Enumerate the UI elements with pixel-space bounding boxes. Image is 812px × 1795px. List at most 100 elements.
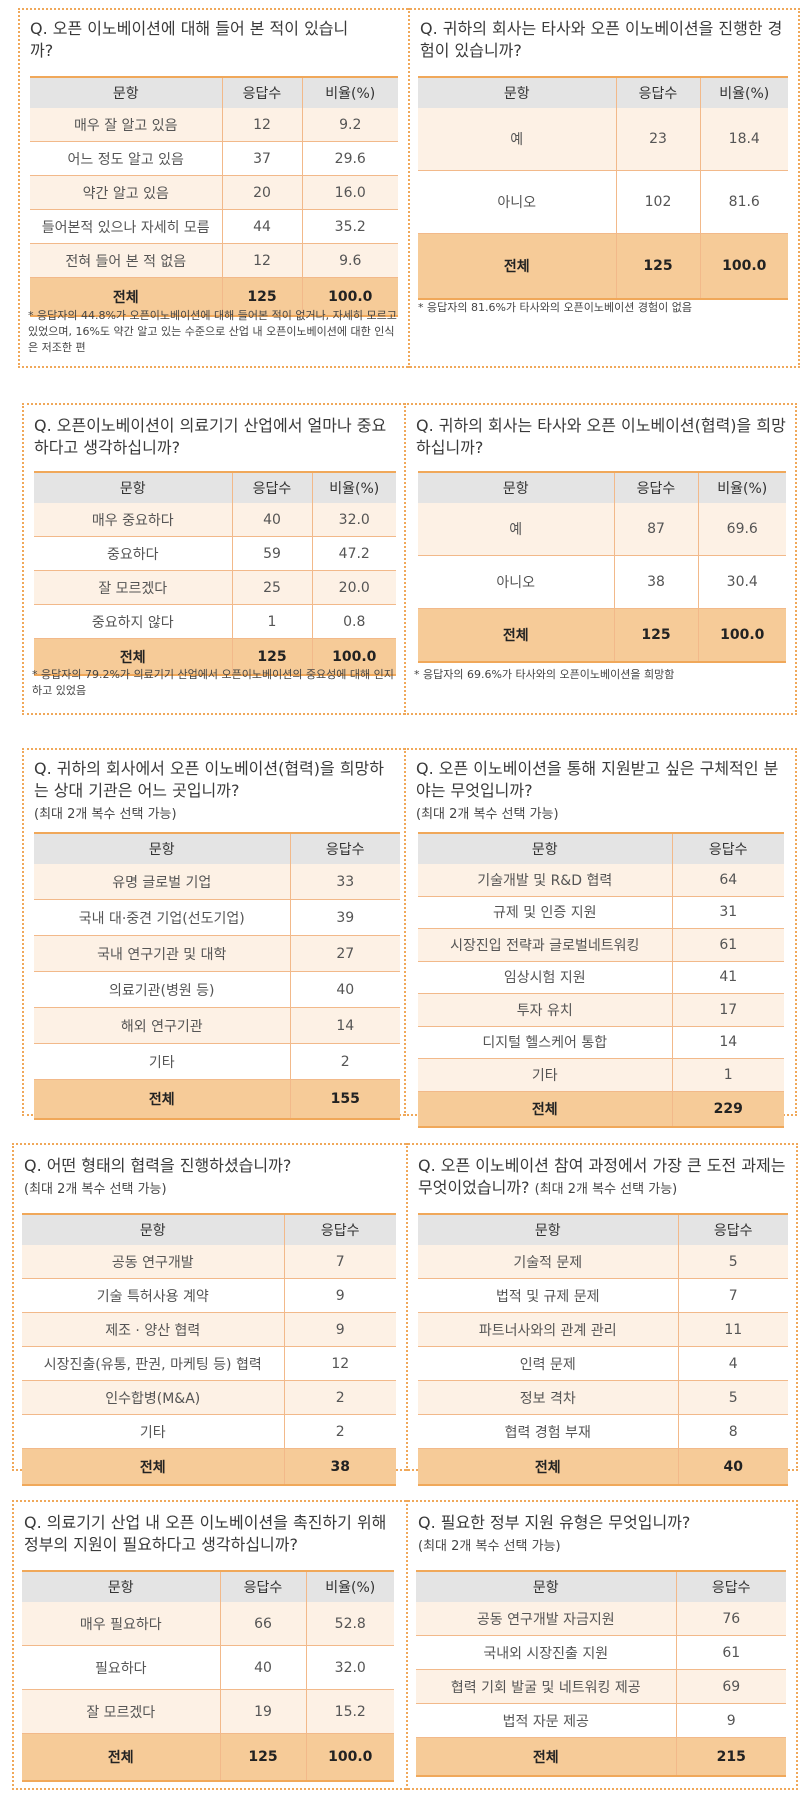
table-row: 매우 잘 알고 있음 12 9.2 <box>30 108 398 142</box>
table-cell: 27 <box>289 935 400 972</box>
table-row: 인력 문제 4 <box>418 1346 788 1381</box>
table-cell: 11 <box>677 1312 788 1347</box>
table-cell: 시장진입 전략과 글로벌네트워킹 <box>418 928 672 962</box>
table-cell: 디지털 헬스케어 통합 <box>418 1026 672 1059</box>
panel-gov-type: Q. 필요한 정부 지원 유형은 무엇입니까? (최대 2개 복수 선택 가능) … <box>408 1502 796 1788</box>
table-cell: 40 <box>231 503 312 537</box>
table-cell: 76 <box>675 1602 786 1636</box>
column-header: 비율(%) <box>311 471 396 503</box>
table-row: 잘 모르겠다 25 20.0 <box>34 570 396 605</box>
question-title: Q. 오픈 이노베이션 참여 과정에서 가장 큰 도전 과제는 무엇이었습니까?… <box>418 1155 793 1201</box>
table-cell: 시장진출(유통, 판권, 마케팅 등) 협력 <box>22 1346 284 1381</box>
column-header: 응답수 <box>671 832 784 864</box>
table-cell: 인력 문제 <box>418 1346 678 1381</box>
column-header: 응답수 <box>613 471 698 503</box>
table-row: 유명 글로벌 기업 33 <box>34 864 400 900</box>
table-cell: 5 <box>677 1380 788 1415</box>
table-cell: 40 <box>289 971 400 1008</box>
table-cell: 파트너사와의 관계 관리 <box>418 1312 678 1347</box>
table-cell: 52.8 <box>305 1602 394 1646</box>
footnote: * 응답자의 81.6%가 타사와의 오픈이노베이션 경험이 없음 <box>418 301 692 314</box>
table-row: 투자 유치 17 <box>418 993 784 1027</box>
table-cell: 국내 대·중견 기업(선도기업) <box>34 899 290 936</box>
table-row: 국내외 시장진출 지원 61 <box>416 1635 786 1670</box>
divider <box>406 1500 408 1790</box>
table-row: 매우 필요하다 66 52.8 <box>22 1602 394 1646</box>
table-header: 문항 응답수 비율(%) <box>22 1570 394 1602</box>
table-cell: 12 <box>283 1346 396 1381</box>
survey-section-3 <box>22 748 797 1116</box>
table-cell: 9.6 <box>301 243 398 278</box>
table-cell: 14 <box>289 1007 400 1044</box>
total-cell: 100.0 <box>305 1733 394 1782</box>
table-cell: 7 <box>283 1245 396 1279</box>
table-cell: 기술 특허사용 계약 <box>22 1278 284 1313</box>
total-cell: 전체 <box>418 233 616 300</box>
table-row: 파트너사와의 관계 관리 11 <box>418 1312 788 1347</box>
table-cell: 약간 알고 있음 <box>30 175 222 210</box>
table-cell: 8 <box>677 1414 788 1449</box>
total-cell: 100.0 <box>697 608 786 663</box>
table-cell: 협력 기회 발굴 및 네트워킹 제공 <box>416 1669 676 1704</box>
question-subtitle: (최대 2개 복수 선택 가능) <box>418 1539 561 1554</box>
table-cell: 61 <box>675 1635 786 1670</box>
table-row: 기타 2 <box>34 1043 400 1080</box>
table-cell: 102 <box>615 170 700 234</box>
column-header: 응답수 <box>221 76 302 108</box>
total-cell: 229 <box>671 1091 784 1128</box>
table-cell: 87 <box>613 503 698 556</box>
column-header: 비율(%) <box>697 471 786 503</box>
support-field-table: 문항 응답수 기술개발 및 R&D 협력 64 규제 및 인증 지원 31 시장진입 전략과… <box>418 832 784 1128</box>
table-cell: 9 <box>675 1703 786 1738</box>
total-cell: 전체 <box>34 1079 290 1120</box>
table-cell: 필요하다 <box>22 1645 220 1690</box>
table-row: 법적 자문 제공 9 <box>416 1703 786 1738</box>
survey-section-2 <box>22 403 797 715</box>
table-cell: 아니오 <box>418 170 616 234</box>
table-cell: 19 <box>219 1689 306 1734</box>
table-row: 디지털 헬스케어 통합 14 <box>418 1026 784 1059</box>
column-header: 문항 <box>418 471 614 503</box>
table-row: 전혀 들어 본 적 없음 12 9.6 <box>30 243 398 278</box>
table-row: 매우 중요하다 40 32.0 <box>34 503 396 537</box>
panel-importance: Q. 오픈이노베이션이 의료기기 산업에서 얼마나 중요하다고 생각하십니까? … <box>24 405 404 713</box>
table-cell: 인수합병(M&A) <box>22 1380 284 1415</box>
table-cell: 해외 연구기관 <box>34 1007 290 1044</box>
table-header: 문항 응답수 <box>418 1213 788 1245</box>
table-cell: 44 <box>221 209 302 244</box>
column-header: 문항 <box>416 1570 676 1602</box>
table-cell: 59 <box>231 536 312 571</box>
divider <box>404 748 406 1116</box>
table-cell: 41 <box>671 961 784 994</box>
table-cell: 31 <box>671 896 784 929</box>
table-row: 인수합병(M&A) 2 <box>22 1380 396 1415</box>
total-cell: 215 <box>675 1737 786 1777</box>
panel-collab-type: Q. 어떤 형태의 협력을 진행하셨습니까? (최대 2개 복수 선택 가능) 문… <box>14 1145 406 1486</box>
table-cell: 들어본적 있으나 자세히 모름 <box>30 209 222 244</box>
panel-support-field: Q. 오픈 이노베이션을 통해 지원받고 싶은 구체적인 분야는 무엇입니까? (… <box>406 750 796 1128</box>
total-cell: 전체 <box>34 638 232 676</box>
question-title: Q. 귀하의 회사는 타사와 오픈 이노베이션을 진행한 경험이 있습니까? <box>420 19 783 60</box>
panel-partner: Q. 귀하의 회사에서 오픈 이노베이션(협력)을 희망하는 상대 기관은 어느… <box>24 750 404 1120</box>
column-header: 문항 <box>418 832 672 864</box>
panel-hope: Q. 귀하의 회사는 타사와 오픈 이노베이션(협력)을 희망하십니까? 문항 응… <box>406 405 796 713</box>
column-header: 비율(%) <box>301 76 398 108</box>
table-cell: 매우 필요하다 <box>22 1602 220 1646</box>
table-cell: 투자 유치 <box>418 993 672 1027</box>
table-cell: 64 <box>671 864 784 897</box>
table-cell: 5 <box>677 1245 788 1279</box>
table-cell: 12 <box>221 243 302 278</box>
table-cell: 38 <box>613 555 698 609</box>
table-row: 국내 연구기관 및 대학 27 <box>34 935 400 972</box>
total-row: 전체 155 <box>34 1079 400 1120</box>
table-row: 제조 · 양산 협력 9 <box>22 1312 396 1347</box>
table-cell: 1 <box>231 604 312 639</box>
total-cell: 전체 <box>416 1737 676 1777</box>
table-cell: 2 <box>283 1414 396 1449</box>
question-text: Q. 오픈 이노베이션 참여 과정에서 가장 큰 도전 과제는 무엇이었습니까? <box>418 1156 786 1197</box>
table-row: 해외 연구기관 14 <box>34 1007 400 1044</box>
question-subtitle: (최대 2개 복수 선택 가능) <box>24 1182 167 1197</box>
column-header: 응답수 <box>219 1570 306 1602</box>
question-subtitle: (최대 2개 복수 선택 가능) <box>416 807 559 822</box>
total-cell: 전체 <box>30 277 222 317</box>
